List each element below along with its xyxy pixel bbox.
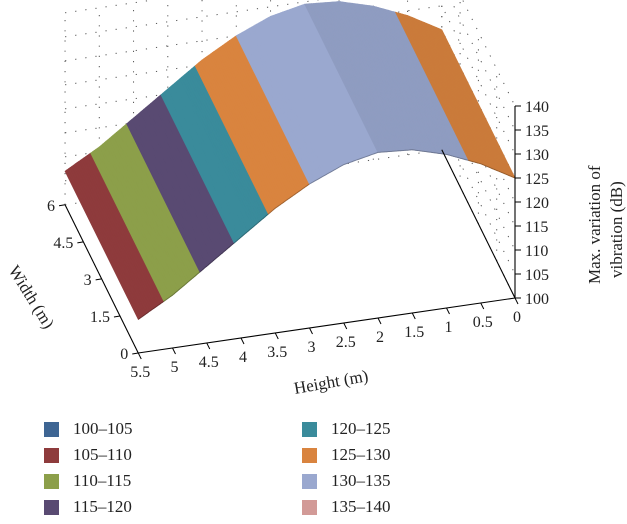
height-tick-label: 1	[445, 319, 453, 336]
z-axis-title-line-1: Max. variation of	[585, 165, 604, 284]
legend-label: 120–125	[331, 419, 391, 438]
z-tick-label: 105	[525, 267, 549, 284]
z-axis-title-line-2: vibration (dB)	[607, 181, 626, 278]
height-tick-label: 3.5	[267, 344, 287, 361]
surface	[64, 1, 516, 320]
z-tick-label: 120	[525, 195, 549, 212]
height-tick-mark	[446, 307, 450, 315]
legend-swatch	[44, 499, 59, 515]
legend-item: 125–130	[302, 444, 391, 466]
surface-edge	[138, 149, 516, 320]
height-tick-label: 0	[513, 309, 521, 326]
height-axis-ticks: 5.5 5 4.5 4 3.5 3 2.5 2 1.5 1 0.5 0	[130, 297, 521, 381]
legend-label: 125–130	[331, 445, 391, 464]
legend-item: 115–120	[44, 496, 132, 518]
legend-label: 110–115	[73, 471, 132, 490]
z-tick-label: 125	[525, 171, 549, 188]
height-tick-label: 5	[171, 359, 179, 376]
height-tick-mark	[137, 352, 142, 360]
height-tick-mark	[172, 347, 176, 355]
width-tick-label: 4.5	[53, 235, 73, 252]
legend-item: 100–105	[44, 418, 133, 440]
legend-swatch	[302, 473, 317, 489]
height-tick-mark	[309, 327, 313, 335]
legend-item: 135–140	[302, 496, 391, 518]
legend-swatch	[302, 421, 317, 437]
legend-item: 120–125	[302, 418, 391, 440]
z-tick-label: 115	[525, 219, 548, 236]
width-tick-label: 3	[84, 272, 92, 289]
legend-label: 115–120	[73, 497, 132, 516]
width-tick-label: 1.5	[90, 309, 110, 326]
width-tick-mark	[95, 278, 102, 281]
legend-swatch	[44, 421, 59, 437]
height-tick-label: 4	[239, 349, 247, 366]
height-tick-mark	[377, 317, 382, 325]
height-tick-mark	[411, 312, 416, 320]
height-tick-mark	[206, 342, 211, 350]
width-tick-label: 6	[47, 198, 55, 215]
legend-item: 110–115	[44, 470, 131, 492]
legend-swatch	[302, 447, 317, 463]
height-tick-label: 5.5	[130, 364, 150, 381]
legend-item: 105–110	[44, 444, 132, 466]
z-tick-label: 130	[525, 147, 549, 164]
legend-label: 130–135	[331, 471, 391, 490]
height-tick-mark	[240, 337, 245, 345]
height-tick-label: 2	[376, 329, 384, 346]
width-tick-mark	[58, 204, 66, 207]
y-axis-title: Width (m)	[5, 262, 59, 332]
floor-edge-line	[441, 149, 516, 299]
height-tick-mark	[514, 297, 519, 305]
x-axis-title: Height (m)	[292, 366, 369, 398]
legend-label: 135–140	[331, 497, 391, 516]
width-tick-mark	[113, 315, 121, 318]
legend-swatch	[44, 473, 59, 489]
z-tick-label: 110	[525, 243, 548, 260]
legend-label: 100–105	[73, 419, 133, 438]
width-tick-mark	[132, 352, 139, 355]
height-axis-line	[138, 297, 516, 354]
height-tick-label: 4.5	[199, 354, 219, 371]
width-tick-label: 0	[120, 346, 128, 363]
z-tick-label: 135	[525, 123, 549, 140]
height-tick-mark	[480, 302, 485, 310]
legend-label: 105–110	[73, 445, 132, 464]
width-axis-ticks: 0 1.5 3 4.5 6	[47, 198, 139, 363]
width-tick-mark	[77, 241, 84, 244]
legend-swatch	[44, 447, 59, 463]
legend-item: 130–135	[302, 470, 391, 492]
z-tick-label: 100	[525, 291, 549, 308]
z-tick-label: 140	[525, 99, 549, 116]
height-tick-label: 1.5	[404, 324, 424, 341]
height-tick-label: 3	[308, 339, 316, 356]
legend-swatch	[302, 499, 317, 515]
height-tick-mark	[343, 322, 348, 330]
surface-strip	[439, 28, 516, 179]
legend: 100–105 105–110 110–115 115–120 120–125 125–1…	[44, 418, 604, 522]
height-tick-mark	[274, 332, 279, 340]
z-axis-ticks: 100 105 110 115 120 125 130 135 140	[515, 99, 549, 308]
height-tick-label: 0.5	[473, 314, 493, 331]
height-tick-label: 2.5	[336, 334, 356, 351]
